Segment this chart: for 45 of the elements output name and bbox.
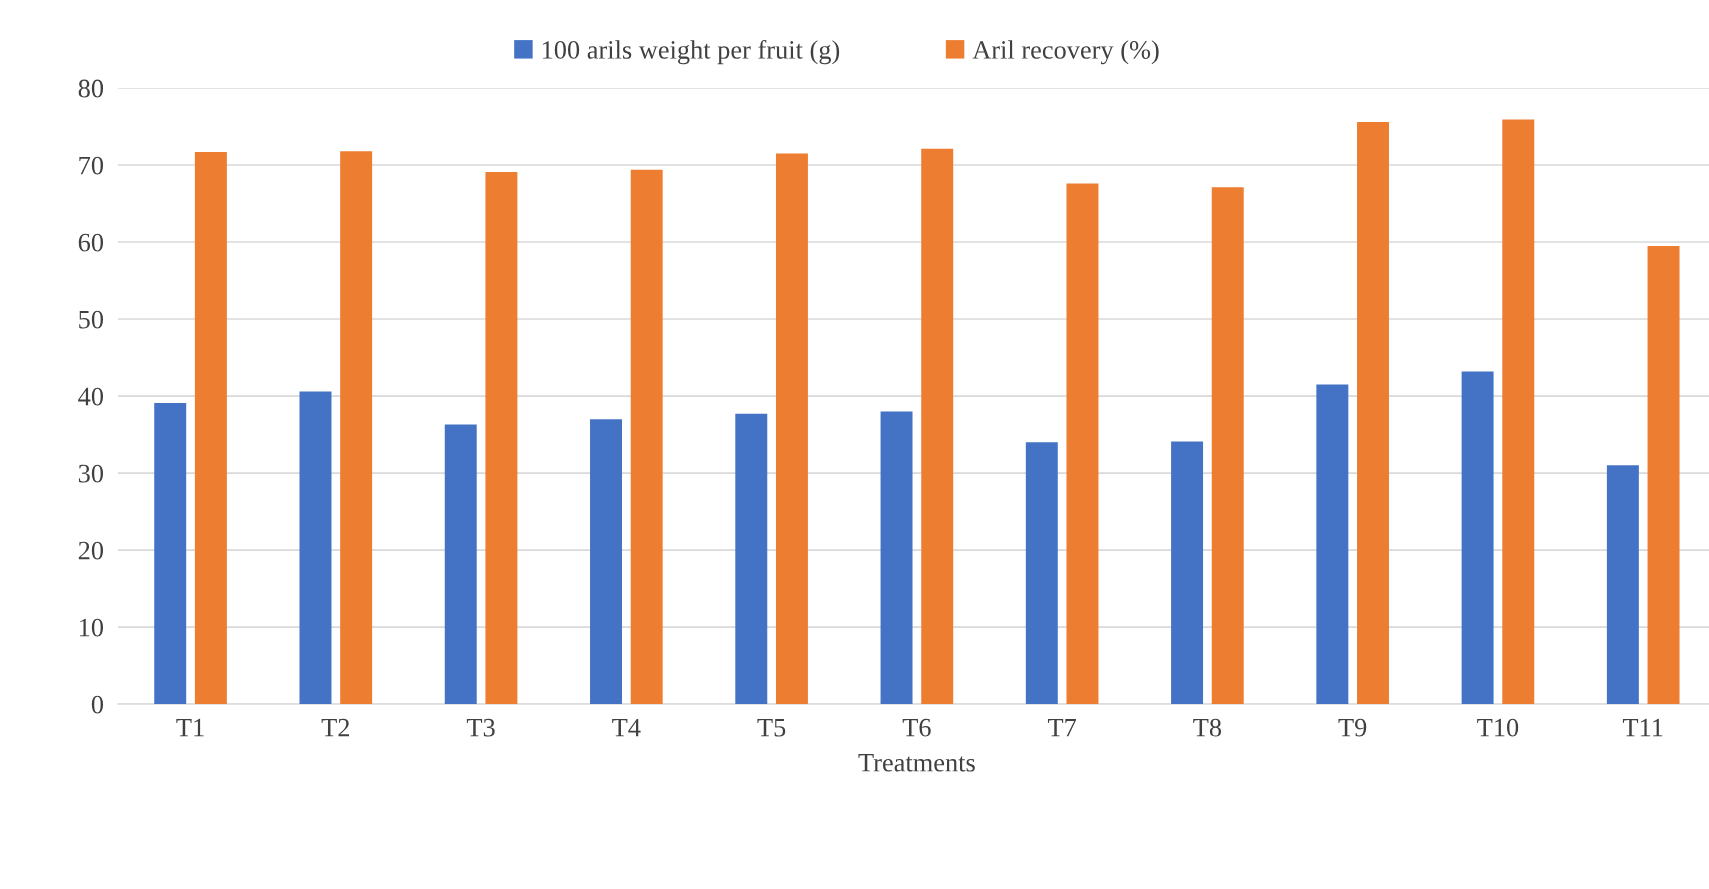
y-tick-label: 20 — [78, 541, 104, 560]
bar — [340, 151, 373, 705]
bar — [444, 424, 477, 705]
bar — [1461, 371, 1494, 705]
y-tick-label: 30 — [78, 464, 104, 483]
x-tick-label: T2 — [321, 718, 350, 737]
y-tick-label: 80 — [78, 79, 104, 98]
x-tick-label: T3 — [466, 718, 495, 737]
legend-label: 100 arils weight per fruit (g) — [542, 39, 840, 65]
y-tick-label: 70 — [79, 156, 104, 175]
bar — [880, 411, 913, 705]
x-tick-label: T10 — [1477, 718, 1519, 737]
y-tick-label: 0 — [91, 695, 104, 714]
x-tick-label: T1 — [176, 718, 204, 737]
legend-label: Aril recovery (%) — [972, 40, 1159, 65]
bar — [1066, 183, 1099, 705]
bar — [735, 413, 768, 705]
y-tick-label: 60 — [78, 233, 104, 252]
bar — [1171, 441, 1204, 705]
bar — [1357, 121, 1389, 705]
x-tick-label: T6 — [902, 718, 931, 737]
x-tick-label: T11 — [1622, 718, 1663, 737]
x-tick-label: T5 — [757, 719, 786, 737]
x-axis-title: Treatments — [858, 754, 975, 772]
bar — [194, 151, 227, 705]
x-tick-label: T7 — [1047, 719, 1077, 737]
y-tick-label: 10 — [79, 618, 104, 637]
bar — [299, 391, 332, 705]
x-tick-label: T9 — [1338, 718, 1367, 737]
bar — [1502, 119, 1535, 705]
bar — [1211, 187, 1244, 705]
bar — [630, 169, 663, 705]
bar — [1647, 245, 1680, 705]
x-tick-label: T4 — [612, 718, 641, 737]
x-tick-label: T8 — [1193, 718, 1222, 737]
bar — [775, 153, 808, 705]
y-tick-label: 40 — [78, 387, 104, 406]
y-tick-label: 50 — [79, 310, 104, 329]
bar — [1316, 384, 1349, 705]
bar — [1025, 442, 1058, 705]
bar — [1606, 465, 1639, 705]
bar — [590, 419, 622, 705]
bar — [154, 402, 187, 705]
bar — [485, 171, 518, 705]
bar — [921, 148, 954, 705]
